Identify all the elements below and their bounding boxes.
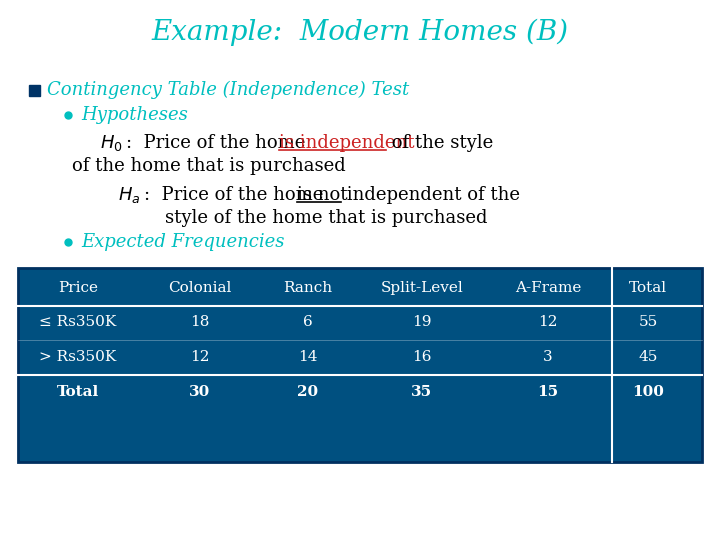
Text: Total: Total: [629, 281, 667, 295]
Text: 3: 3: [543, 350, 553, 364]
Text: 55: 55: [639, 315, 657, 329]
Text: Split-Level: Split-Level: [381, 281, 464, 295]
Text: 20: 20: [297, 385, 318, 399]
Text: $H_a$: $H_a$: [118, 185, 140, 205]
Text: is not: is not: [297, 186, 348, 204]
Text: Total: Total: [57, 385, 99, 399]
Text: :  Price of the home: : Price of the home: [126, 134, 311, 152]
FancyBboxPatch shape: [29, 85, 40, 96]
Text: 6: 6: [303, 315, 313, 329]
Text: Hypotheses: Hypotheses: [81, 106, 188, 124]
Text: A-Frame: A-Frame: [515, 281, 581, 295]
Text: 19: 19: [413, 315, 432, 329]
Text: 15: 15: [537, 385, 559, 399]
Text: is independent: is independent: [279, 134, 415, 152]
Text: of the style: of the style: [386, 134, 493, 152]
Text: Example:  Modern Homes (B): Example: Modern Homes (B): [151, 18, 569, 46]
Text: ≤ Rs350K: ≤ Rs350K: [40, 315, 117, 329]
Text: of the home that is purchased: of the home that is purchased: [72, 157, 346, 175]
Text: Contingency Table (Independence) Test: Contingency Table (Independence) Test: [47, 81, 409, 99]
Text: 100: 100: [632, 385, 664, 399]
Text: Ranch: Ranch: [284, 281, 333, 295]
Text: style of the home that is purchased: style of the home that is purchased: [165, 209, 487, 227]
Text: 35: 35: [411, 385, 433, 399]
Text: Expected Frequencies: Expected Frequencies: [81, 233, 284, 251]
Text: 12: 12: [539, 315, 558, 329]
Text: Price: Price: [58, 281, 98, 295]
Text: 16: 16: [413, 350, 432, 364]
Text: 18: 18: [190, 315, 210, 329]
FancyBboxPatch shape: [18, 268, 702, 462]
Text: 12: 12: [190, 350, 210, 364]
Text: $H_0$: $H_0$: [100, 133, 122, 153]
Text: 14: 14: [298, 350, 318, 364]
Text: > Rs350K: > Rs350K: [40, 350, 117, 364]
Text: 45: 45: [639, 350, 657, 364]
Text: independent of the: independent of the: [341, 186, 520, 204]
Text: 30: 30: [189, 385, 211, 399]
Text: Colonial: Colonial: [168, 281, 232, 295]
Text: :  Price of the home: : Price of the home: [144, 186, 329, 204]
